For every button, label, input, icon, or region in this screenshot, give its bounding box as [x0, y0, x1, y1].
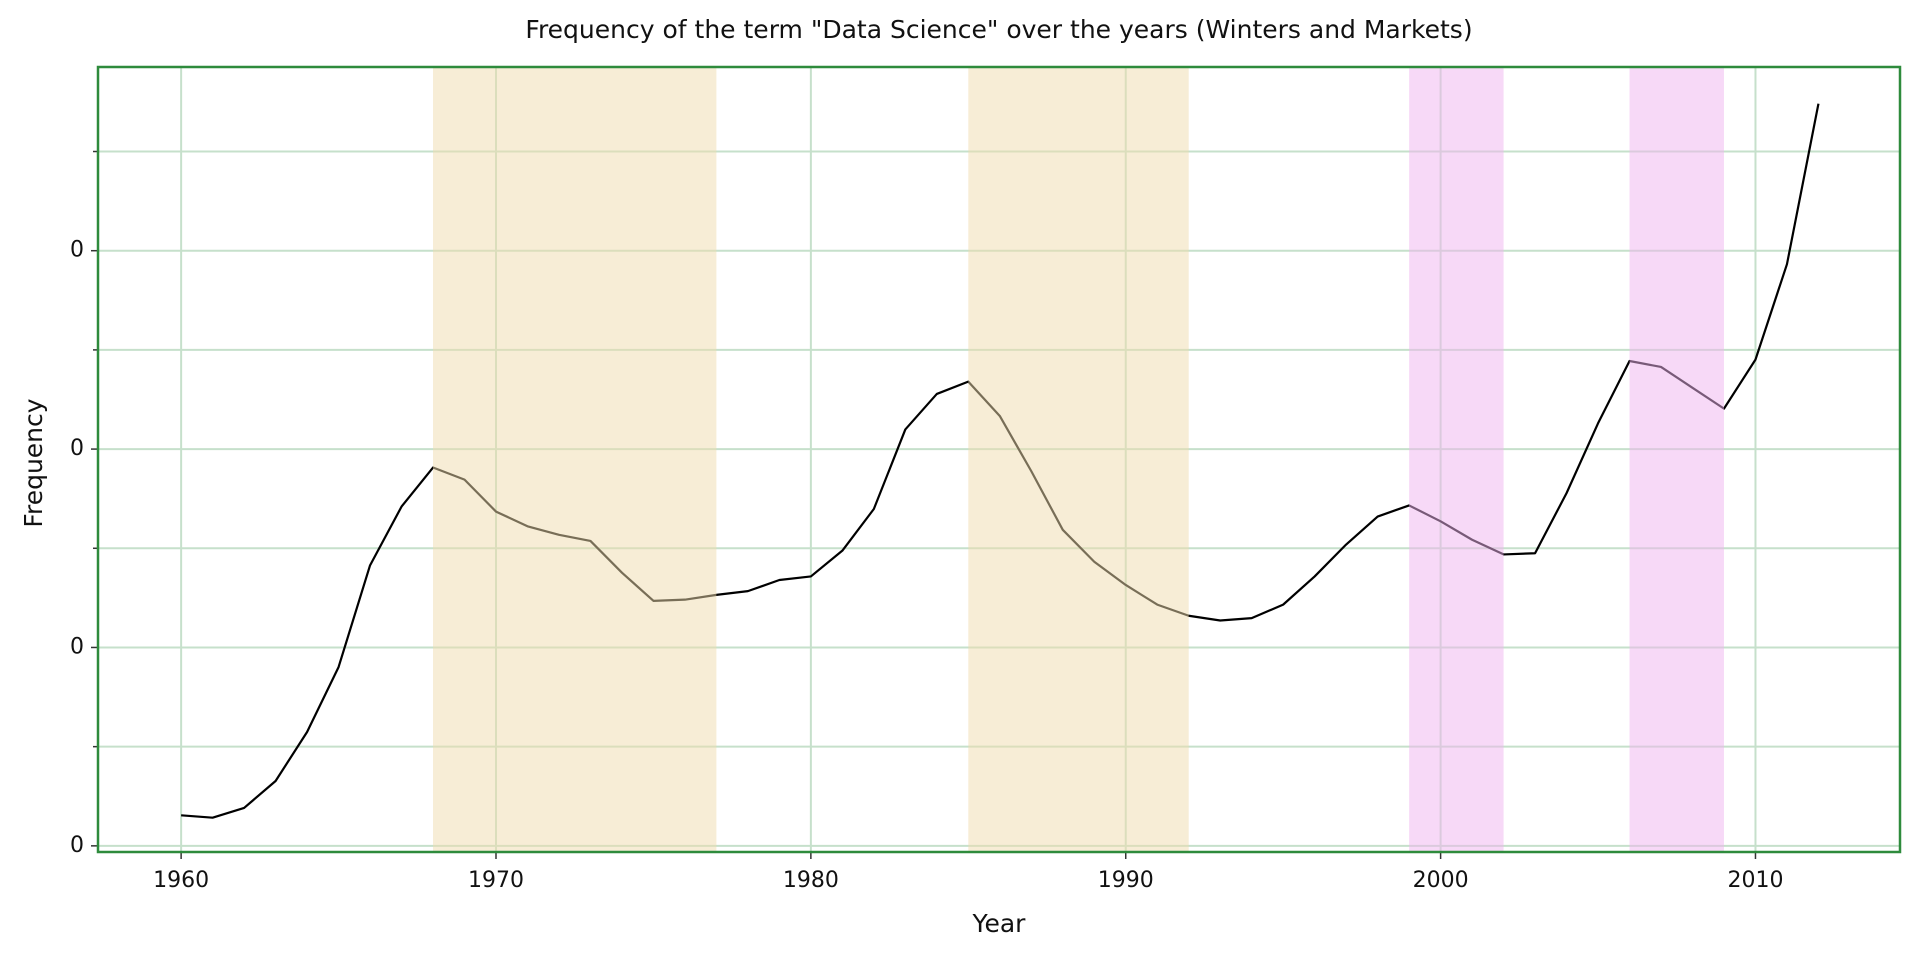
x-tick-label: 1980 — [783, 868, 839, 893]
y-tick-label: 0 — [70, 436, 84, 461]
y-tick-label: 0 — [70, 634, 84, 659]
x-tick-label: 1960 — [153, 868, 209, 893]
chart-title: Frequency of the term "Data Science" ove… — [525, 15, 1472, 44]
shaded-span — [968, 67, 1189, 852]
shaded-span — [1629, 67, 1724, 852]
x-tick-label: 1970 — [468, 868, 524, 893]
shaded-span — [433, 67, 717, 852]
y-tick-label: 0 — [70, 833, 84, 858]
x-tick-label: 2010 — [1727, 868, 1783, 893]
y-axis-label: Frequency — [19, 398, 48, 527]
x-tick-label: 1990 — [1098, 868, 1154, 893]
y-tick-label: 0 — [70, 238, 84, 263]
shaded-span — [1409, 67, 1504, 852]
x-axis-label: Year — [972, 909, 1027, 938]
x-tick-label: 2000 — [1413, 868, 1469, 893]
plot-frame — [96, 65, 1902, 854]
